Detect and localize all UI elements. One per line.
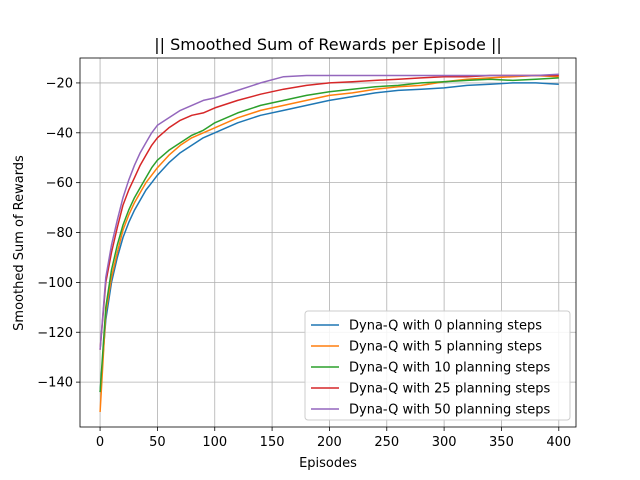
y-tick-label: −80 — [46, 226, 73, 241]
x-axis-ticks: 0 50 100 150 200 250 300 350 400 — [96, 427, 571, 450]
x-axis-label: Episodes — [299, 456, 357, 471]
x-tick-label: 250 — [374, 435, 399, 450]
y-tick-label: −120 — [37, 326, 73, 341]
series-line-2 — [99, 77, 559, 393]
legend-entry-4: Dyna-Q with 50 planning steps — [349, 403, 550, 418]
series-line-3 — [99, 74, 559, 350]
x-tick-label: 50 — [149, 435, 166, 450]
x-tick-label: 200 — [317, 435, 342, 450]
y-tick-label: −140 — [37, 376, 73, 391]
legend-entry-1: Dyna-Q with 5 planning steps — [349, 340, 542, 355]
plot-frame — [79, 57, 577, 428]
series-line-4 — [99, 73, 559, 350]
y-tick-label: −60 — [46, 176, 73, 191]
y-axis-ticks: −140 −120 −100 −80 −60 −40 −20 — [37, 76, 80, 391]
y-axis-label: Smoothed Sum of Rewards — [12, 155, 27, 331]
legend-entry-2: Dyna-Q with 10 planning steps — [349, 361, 550, 376]
legend-entry-0: Dyna-Q with 0 planning steps — [349, 319, 542, 334]
y-tick-label: −40 — [46, 126, 73, 141]
y-tick-label: −20 — [46, 76, 73, 91]
x-tick-label: 150 — [260, 435, 285, 450]
x-tick-label: 300 — [432, 435, 457, 450]
x-tick-label: 100 — [202, 435, 227, 450]
series-lines — [99, 73, 559, 413]
y-tick-label: −100 — [37, 276, 73, 291]
x-tick-label: 400 — [546, 435, 571, 450]
legend-box — [304, 310, 571, 421]
chart-title: || Smoothed Sum of Rewards per Episode |… — [154, 35, 502, 54]
x-tick-label: 350 — [489, 435, 514, 450]
series-line-0 — [99, 82, 559, 393]
legend-entry-3: Dyna-Q with 25 planning steps — [349, 382, 550, 397]
legend: Dyna-Q with 0 planning steps Dyna-Q with … — [304, 310, 571, 421]
x-tick-label: 0 — [96, 435, 104, 450]
grid — [80, 58, 576, 427]
